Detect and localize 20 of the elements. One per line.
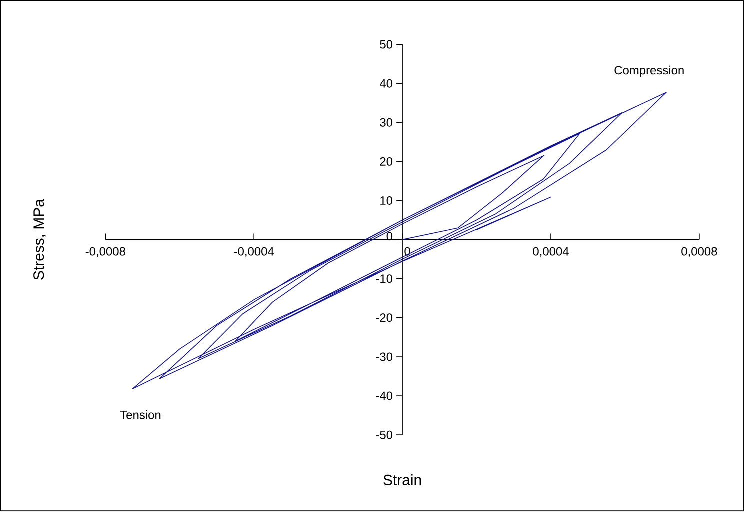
x-tick-label: 0: [404, 247, 410, 256]
y-tick-label: -30: [376, 352, 393, 362]
y-tick-label: -20: [376, 314, 393, 322]
x-tick-label: 0,0004: [533, 247, 569, 258]
y-tick-label: 10: [380, 196, 393, 206]
y-tick-label: 30: [380, 118, 393, 128]
x-tick-label: -0,0004: [234, 247, 274, 258]
y-tick-label: 20: [380, 158, 393, 166]
y-tick-label: -50: [376, 430, 393, 440]
y-tick-label: -40: [376, 392, 393, 400]
line-series: [132, 92, 667, 390]
y-tick-label: -10: [376, 274, 393, 284]
annotation: Compression: [614, 66, 684, 78]
annotation: Tension: [120, 410, 161, 420]
y-axis-title: Stress, MPa: [34, 199, 46, 280]
y-tick-label: 40: [380, 80, 393, 88]
x-axis-title: Strain: [384, 474, 422, 486]
x-tick-label: -0,0008: [86, 247, 126, 258]
y-tick-label: 50: [380, 40, 393, 49]
x-tick-label: 0,0008: [682, 247, 718, 258]
